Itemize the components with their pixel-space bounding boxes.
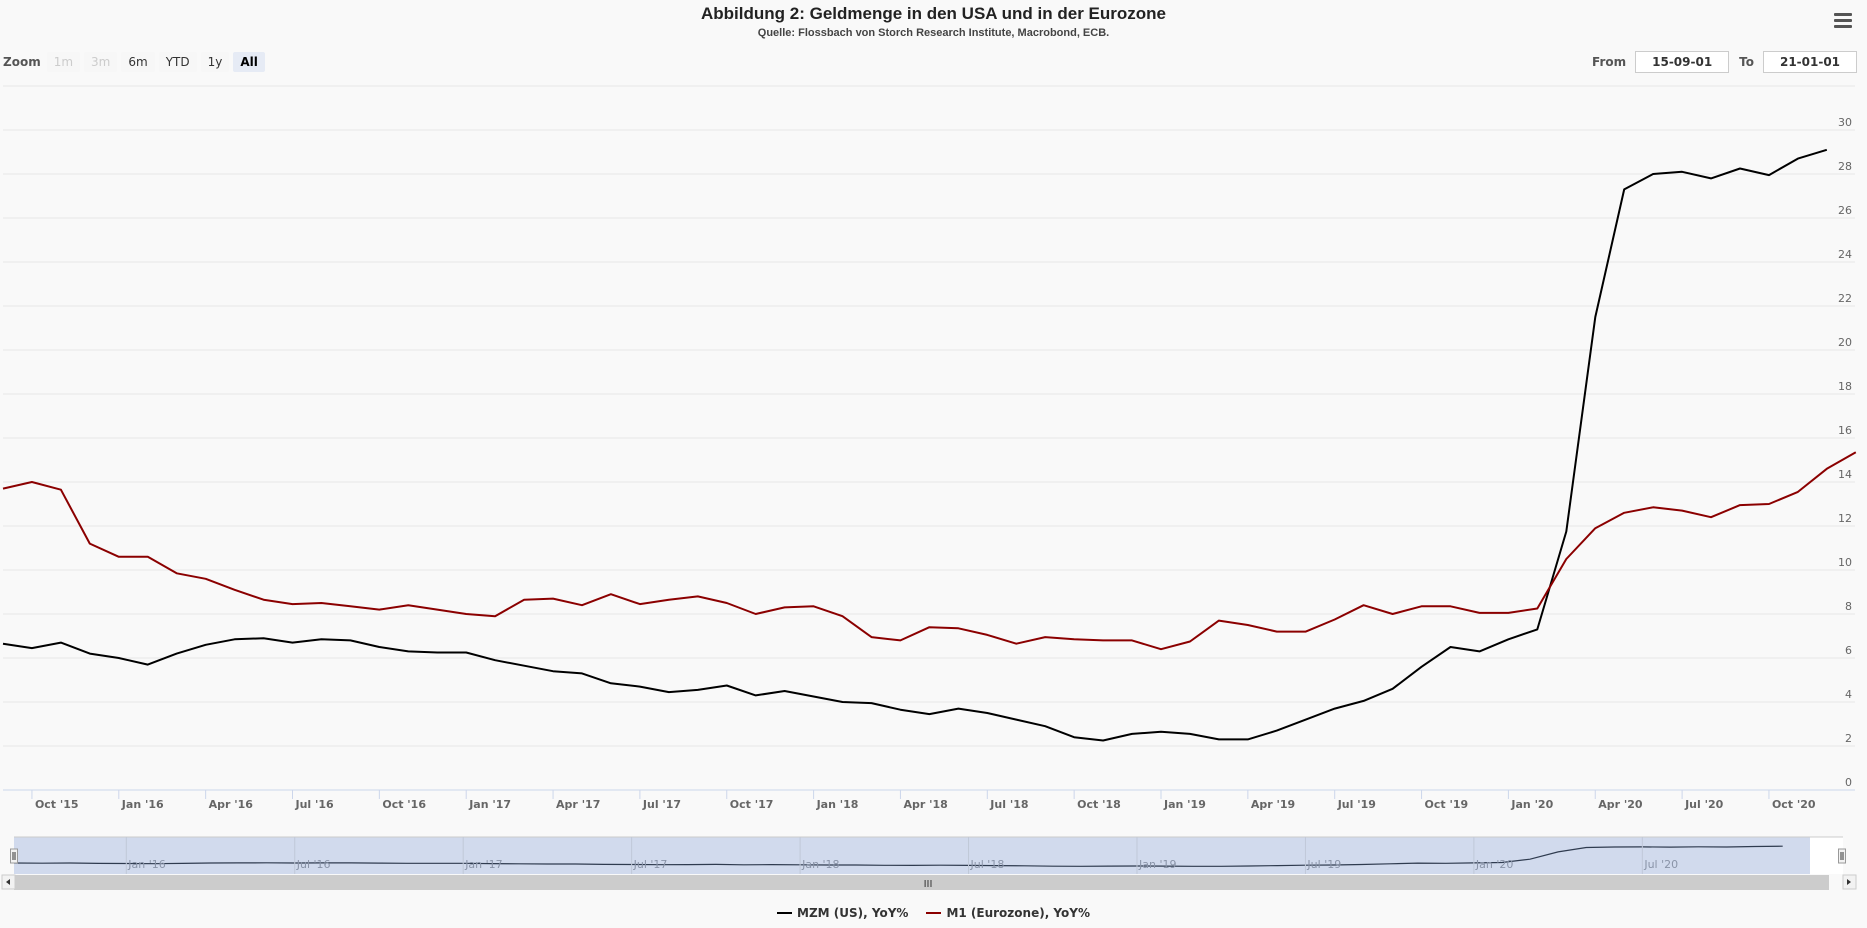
to-date-input[interactable] (1763, 51, 1857, 73)
y-tick-label: 16 (1838, 424, 1852, 437)
y-tick-label: 6 (1845, 644, 1852, 657)
y-tick-label: 0 (1845, 776, 1852, 789)
x-tick-label: Apr '18 (903, 798, 947, 811)
series-lines (2, 148, 1857, 742)
y-tick-label: 20 (1838, 336, 1852, 349)
x-tick-label: Jan '20 (1510, 798, 1553, 811)
from-label: From (1592, 55, 1627, 69)
navigator-label: Jul '20 (1643, 858, 1678, 871)
chart-subtitle: Quelle: Flossbach von Storch Research In… (757, 27, 1110, 39)
navigator-label: Jan '16 (127, 858, 165, 871)
date-range: From To (1592, 51, 1857, 73)
arrow-right-icon (1847, 879, 1851, 885)
zoom-all-button[interactable]: All (233, 52, 265, 72)
x-tick-label: Jul '20 (1684, 798, 1724, 811)
zoom-1y-button[interactable]: 1y (200, 52, 230, 72)
x-axis: Oct '15 Jan '16 Apr '16 Jul '16 Oct '16 Jan '… (3, 789, 1855, 811)
navigator-mask (14, 837, 1810, 874)
y-tick-label: 10 (1838, 556, 1852, 569)
legend-swatch-m1 (926, 912, 942, 914)
navigator-label: Jan '19 (1138, 858, 1176, 871)
navigator-handle-left[interactable] (10, 848, 18, 864)
zoom-6m-button[interactable]: 6m (121, 52, 155, 72)
navigator-series (13, 845, 1783, 867)
chart-title: Abbildung 2: Geldmenge in den USA und in… (701, 4, 1166, 23)
y-tick-label: 12 (1838, 512, 1852, 525)
navigator-label: Jul '16 (296, 858, 331, 871)
navigator-label: Jul '19 (1306, 858, 1341, 871)
x-tick-label: Oct '18 (1077, 798, 1121, 811)
navigator-label: Jan '18 (801, 858, 839, 871)
legend: MZM (US), YoY% M1 (Eurozone), YoY% (0, 906, 1867, 920)
x-tick-label: Jan '19 (1163, 798, 1206, 811)
navigator-label: Jul '18 (970, 858, 1005, 871)
x-tick-label: Jan '18 (816, 798, 859, 811)
hamburger-menu-icon[interactable] (1831, 10, 1855, 32)
scrollbar-track[interactable] (14, 875, 1829, 890)
scrollbar-grip[interactable]: III (924, 879, 933, 890)
zoom-1m-button[interactable]: 1m (46, 52, 81, 72)
legend-item-mzm[interactable]: MZM (US), YoY% (777, 906, 908, 920)
grid-lines (3, 85, 1855, 747)
x-tick-label: Oct '15 (35, 798, 79, 811)
range-selector: Zoom 1m 3m 6m YTD 1y All (3, 52, 269, 72)
navigator-label: Jan '17 (464, 858, 502, 871)
x-tick-label: Oct '16 (382, 798, 426, 811)
legend-swatch-mzm (777, 912, 793, 914)
x-tick-label: Apr '17 (556, 798, 600, 811)
legend-label-mzm: MZM (US), YoY% (797, 906, 909, 920)
navigator-handle-right[interactable] (1838, 848, 1846, 864)
x-tick-label: Jul '16 (295, 798, 335, 811)
series-line-mzm (2, 148, 1828, 742)
legend-label-m1: M1 (Eurozone), YoY% (946, 906, 1090, 920)
y-tick-label: 2 (1845, 732, 1852, 745)
y-tick-label: 26 (1838, 204, 1852, 217)
y-tick-label: 22 (1838, 292, 1852, 305)
x-tick-label: Jan '16 (121, 798, 164, 811)
x-tick-label: Oct '19 (1425, 798, 1469, 811)
x-tick-label: Apr '20 (1598, 798, 1643, 811)
zoom-3m-button[interactable]: 3m (84, 52, 118, 72)
y-tick-label: 24 (1838, 248, 1852, 261)
y-tick-label: 28 (1838, 160, 1852, 173)
y-tick-label: 30 (1838, 116, 1852, 129)
zoom-label: Zoom (3, 55, 41, 69)
x-tick-label: Jul '19 (1337, 798, 1376, 811)
series-line-m1 (2, 451, 1857, 651)
y-tick-label: 4 (1845, 688, 1852, 701)
navigator: Jan '16 Jul '16 Jan '17 Jul '17 Jan '18 Jul '… (1, 836, 1857, 890)
x-tick-label: Apr '16 (209, 798, 254, 811)
x-tick-label: Jul '18 (989, 798, 1028, 811)
x-tick-label: Jan '17 (468, 798, 511, 811)
x-tick-label: Jul '17 (642, 798, 681, 811)
to-label: To (1739, 55, 1754, 69)
x-tick-label: Oct '20 (1772, 798, 1816, 811)
from-date-input[interactable] (1635, 51, 1730, 73)
legend-item-m1[interactable]: M1 (Eurozone), YoY% (926, 906, 1090, 920)
y-tick-label: 18 (1838, 380, 1852, 393)
x-tick-label: Apr '19 (1251, 798, 1295, 811)
y-tick-label: 8 (1845, 600, 1852, 613)
navigator-label: Jan '20 (1475, 858, 1513, 871)
x-tick-label: Oct '17 (730, 798, 774, 811)
y-tick-label: 14 (1838, 468, 1852, 481)
arrow-left-icon (6, 879, 10, 885)
zoom-ytd-button[interactable]: YTD (158, 52, 197, 72)
navigator-label: Jul '17 (633, 858, 668, 871)
